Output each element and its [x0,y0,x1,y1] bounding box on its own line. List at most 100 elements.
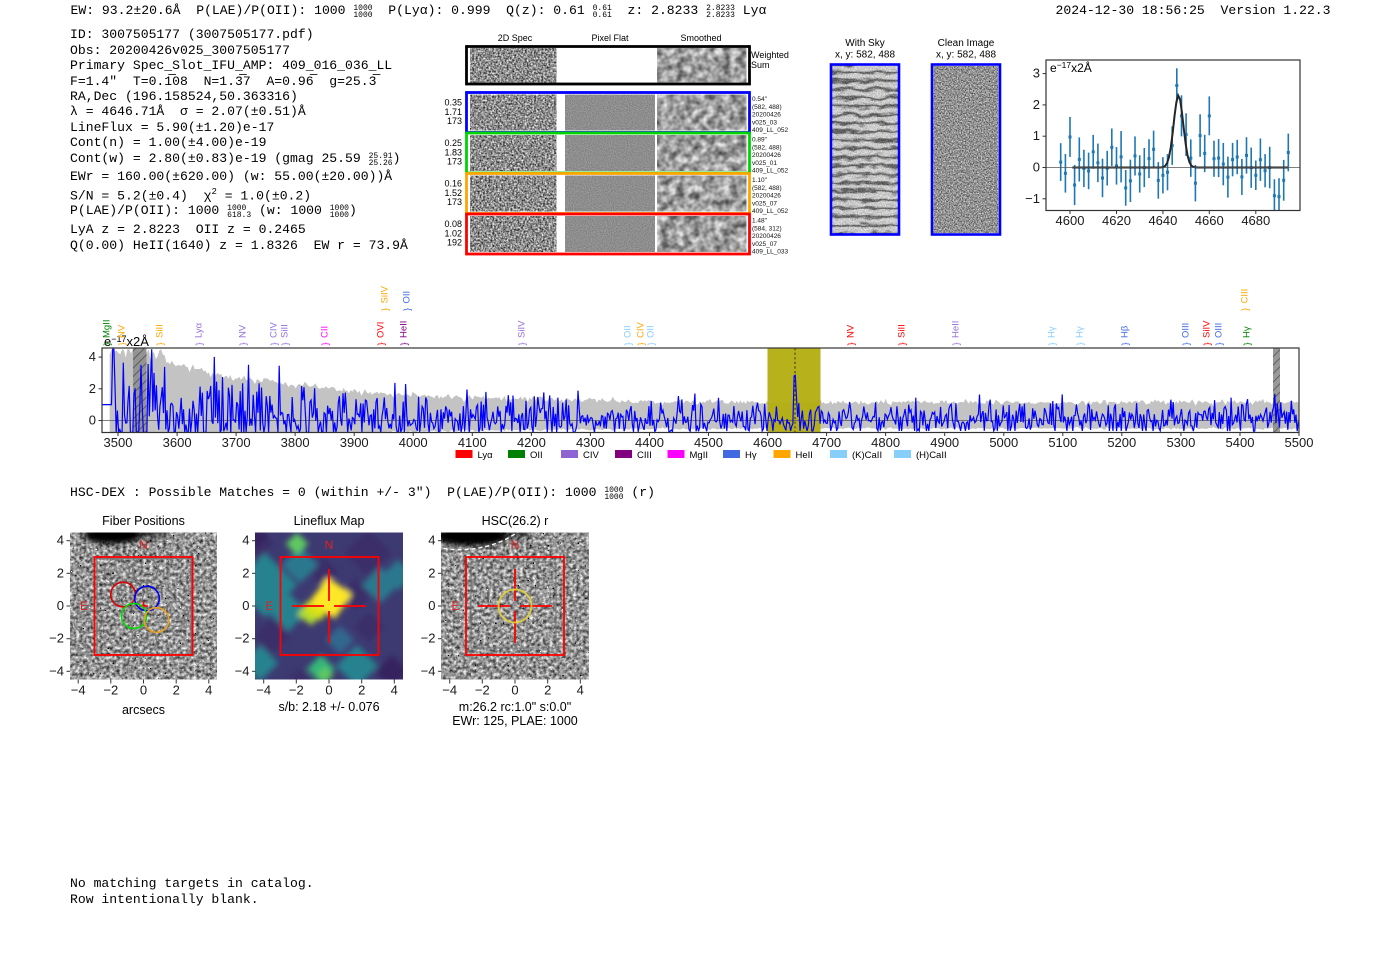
svg-text:2: 2 [1033,97,1040,112]
svg-text:4800: 4800 [871,435,900,450]
svg-text:(H)CaII: (H)CaII [916,450,947,461]
svg-text:E: E [452,599,460,613]
svg-text:3700: 3700 [222,435,251,450]
svg-text:409_LL_033: 409_LL_033 [752,249,789,256]
svg-text:NV: NV [117,324,128,338]
svg-text:−1: −1 [1025,191,1040,206]
svg-text:}: } [117,342,128,345]
svg-text:5100: 5100 [1048,435,1077,450]
svg-text:3500: 3500 [104,435,133,450]
svg-text:4500: 4500 [694,435,723,450]
svg-text:Lyα: Lyα [478,450,494,461]
svg-text:0: 0 [1033,160,1040,175]
svg-text:Lineflux Map: Lineflux Map [294,514,365,528]
svg-text:HeII: HeII [796,450,813,461]
svg-text:OII: OII [402,291,413,304]
svg-text:4200: 4200 [517,435,546,450]
svg-text:20200426: 20200426 [752,112,781,119]
svg-text:}: } [269,342,280,345]
svg-text:}: } [1181,342,1192,345]
svg-text:4: 4 [89,349,96,364]
svg-text:5200: 5200 [1107,435,1136,450]
svg-text:}: } [1202,342,1213,345]
svg-text:5300: 5300 [1166,435,1195,450]
svg-text:SiII: SiII [155,324,166,338]
svg-text:4: 4 [577,683,584,698]
svg-text:Hγ: Hγ [745,450,757,461]
svg-text:(582, 488): (582, 488) [752,104,782,111]
svg-text:HeII: HeII [399,321,410,338]
svg-text:1.02: 1.02 [444,228,462,238]
svg-text:x, y: 582, 488: x, y: 582, 488 [835,50,895,61]
svg-text:4100: 4100 [458,435,487,450]
svg-text:−4: −4 [442,683,457,698]
svg-text:Clean Image: Clean Image [938,38,995,49]
svg-text:4000: 4000 [399,435,428,450]
svg-text:SiII: SiII [280,324,291,338]
svg-text:SiIV: SiIV [1202,320,1213,338]
svg-text:arcsecs: arcsecs [122,703,165,717]
svg-text:CIV: CIV [636,322,647,339]
svg-text:OIII: OIII [1181,323,1192,338]
svg-text:1.10": 1.10" [752,177,768,184]
svg-text:}: } [155,342,166,345]
svg-text:0.25: 0.25 [444,138,462,148]
svg-text:−2: −2 [235,631,250,646]
svg-text:s/b: 2.18 +/- 0.076: s/b: 2.18 +/- 0.076 [278,700,379,714]
svg-text:MgII: MgII [102,320,113,338]
svg-text:4: 4 [428,533,435,548]
svg-text:−4: −4 [235,663,250,678]
svg-text:v025_01: v025_01 [752,160,777,167]
svg-text:}: } [1240,308,1251,311]
svg-text:Pixel Flat: Pixel Flat [591,33,629,43]
svg-text:Smoothed: Smoothed [680,33,721,43]
svg-text:−2: −2 [289,683,304,698]
svg-text:}: } [399,342,410,345]
svg-text:OII: OII [623,325,634,338]
svg-text:0: 0 [140,683,147,698]
svg-text:0.08: 0.08 [444,219,462,229]
svg-text:}: } [897,342,908,345]
svg-text:e−17x2Å: e−17x2Å [1050,60,1092,75]
svg-text:v025_07: v025_07 [752,200,777,207]
svg-text:N: N [511,538,520,552]
svg-text:CIII: CIII [1240,289,1251,304]
svg-text:}: } [1214,342,1225,345]
svg-text:}: } [102,342,113,345]
svg-text:(584, 312): (584, 312) [752,225,782,232]
svg-text:192: 192 [447,238,462,248]
svg-text:4620: 4620 [1102,213,1131,228]
svg-text:4600: 4600 [753,435,782,450]
svg-text:4900: 4900 [930,435,959,450]
svg-text:HeII: HeII [951,321,962,338]
svg-text:1.52: 1.52 [444,188,462,198]
svg-text:N: N [325,538,334,552]
svg-text:Fiber Positions: Fiber Positions [102,514,185,528]
svg-text:CIII: CIII [637,450,652,461]
svg-text:4: 4 [205,683,212,698]
svg-text:4700: 4700 [812,435,841,450]
svg-text:Lyα: Lyα [194,322,205,338]
svg-text:0.35: 0.35 [444,98,462,108]
svg-text:x, y: 582, 488: x, y: 582, 488 [936,50,996,61]
svg-text:(582, 488): (582, 488) [752,185,782,192]
svg-text:Hγ: Hγ [1075,326,1086,338]
svg-text:CII: CII [320,326,331,338]
svg-text:Hγ: Hγ [1047,326,1058,338]
svg-text:SiIV: SiIV [380,285,391,303]
svg-text:0.54": 0.54" [752,96,768,103]
svg-text:Weighted: Weighted [751,50,789,60]
svg-text:1.48": 1.48" [752,218,768,225]
svg-text:}: } [238,342,249,345]
svg-text:173: 173 [447,116,462,126]
svg-text:SiII: SiII [897,324,908,338]
svg-text:}: } [623,342,634,345]
svg-text:2: 2 [89,381,96,396]
svg-text:(582, 488): (582, 488) [752,144,782,151]
svg-text:173: 173 [447,197,462,207]
svg-text:−2: −2 [475,683,490,698]
svg-text:}: } [376,342,387,345]
svg-text:0: 0 [89,413,96,428]
svg-text:5400: 5400 [1226,435,1255,450]
svg-text:E: E [80,599,88,613]
